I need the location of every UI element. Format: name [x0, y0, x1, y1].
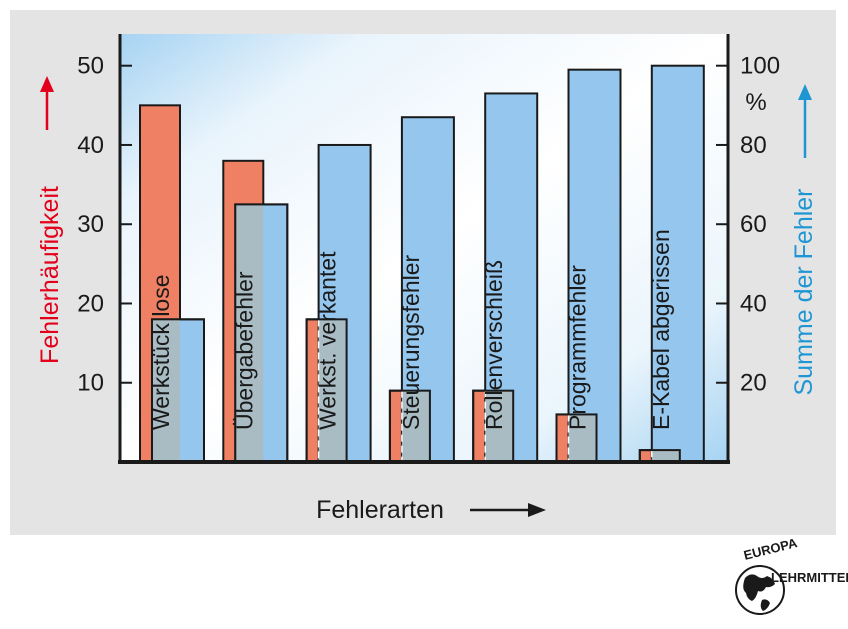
- overlap-region: [235, 204, 264, 462]
- left-tick-label: 20: [77, 290, 104, 317]
- category-label: Programmfehler: [565, 265, 591, 430]
- category-label: E-Kabel abgerissen: [648, 229, 674, 430]
- left-tick-label: 10: [77, 370, 104, 397]
- cumulative-bar: [650, 64, 705, 463]
- category-label: Rollenverschleiß: [481, 260, 507, 430]
- right-axis-arrowhead: [798, 84, 812, 100]
- right-tick-label: 60: [740, 211, 767, 238]
- overlap-region: [568, 414, 597, 462]
- category-label: Werkstück lose: [148, 274, 174, 430]
- logo-text-top: EUROPA: [742, 535, 799, 563]
- left-axis-label-group: Fehlerhäufigkeit: [36, 76, 64, 364]
- left-tick-label: 50: [77, 53, 104, 80]
- left-tick-label: 40: [77, 132, 104, 159]
- right-tick-label: 100: [740, 53, 780, 80]
- right-tick-label: 80: [740, 132, 767, 159]
- category-label: Werkst. verkantet: [315, 251, 341, 430]
- right-axis-label-group: Summe der Fehler: [790, 84, 818, 396]
- x-axis-label: Fehlerarten: [316, 496, 444, 524]
- x-axis-arrowhead: [528, 503, 546, 517]
- category-label: Übergabefehler: [231, 271, 257, 430]
- overlap-region: [318, 319, 347, 462]
- europa-lehrmittel-logo: EUROPA LEHRMITTEL: [735, 535, 848, 615]
- left-axis-arrowhead: [40, 76, 54, 92]
- overlap-region: [651, 450, 680, 462]
- logo-text-right: LEHRMITTEL: [771, 570, 848, 585]
- category-label: Steuerungsfehler: [398, 254, 424, 430]
- globe-continents: [743, 574, 775, 611]
- overlap-region: [485, 390, 514, 462]
- overlap-region: [401, 390, 430, 462]
- left-tick-label: 30: [77, 211, 104, 238]
- right-tick-label: 20: [740, 370, 767, 397]
- cumulative-bar: [567, 68, 622, 464]
- overlap-region: [152, 319, 180, 462]
- right-axis-unit: %: [745, 89, 766, 116]
- left-axis-label: Fehlerhäufigkeit: [36, 186, 64, 364]
- right-tick-label: 40: [740, 290, 767, 317]
- right-axis-label: Summe der Fehler: [790, 188, 818, 395]
